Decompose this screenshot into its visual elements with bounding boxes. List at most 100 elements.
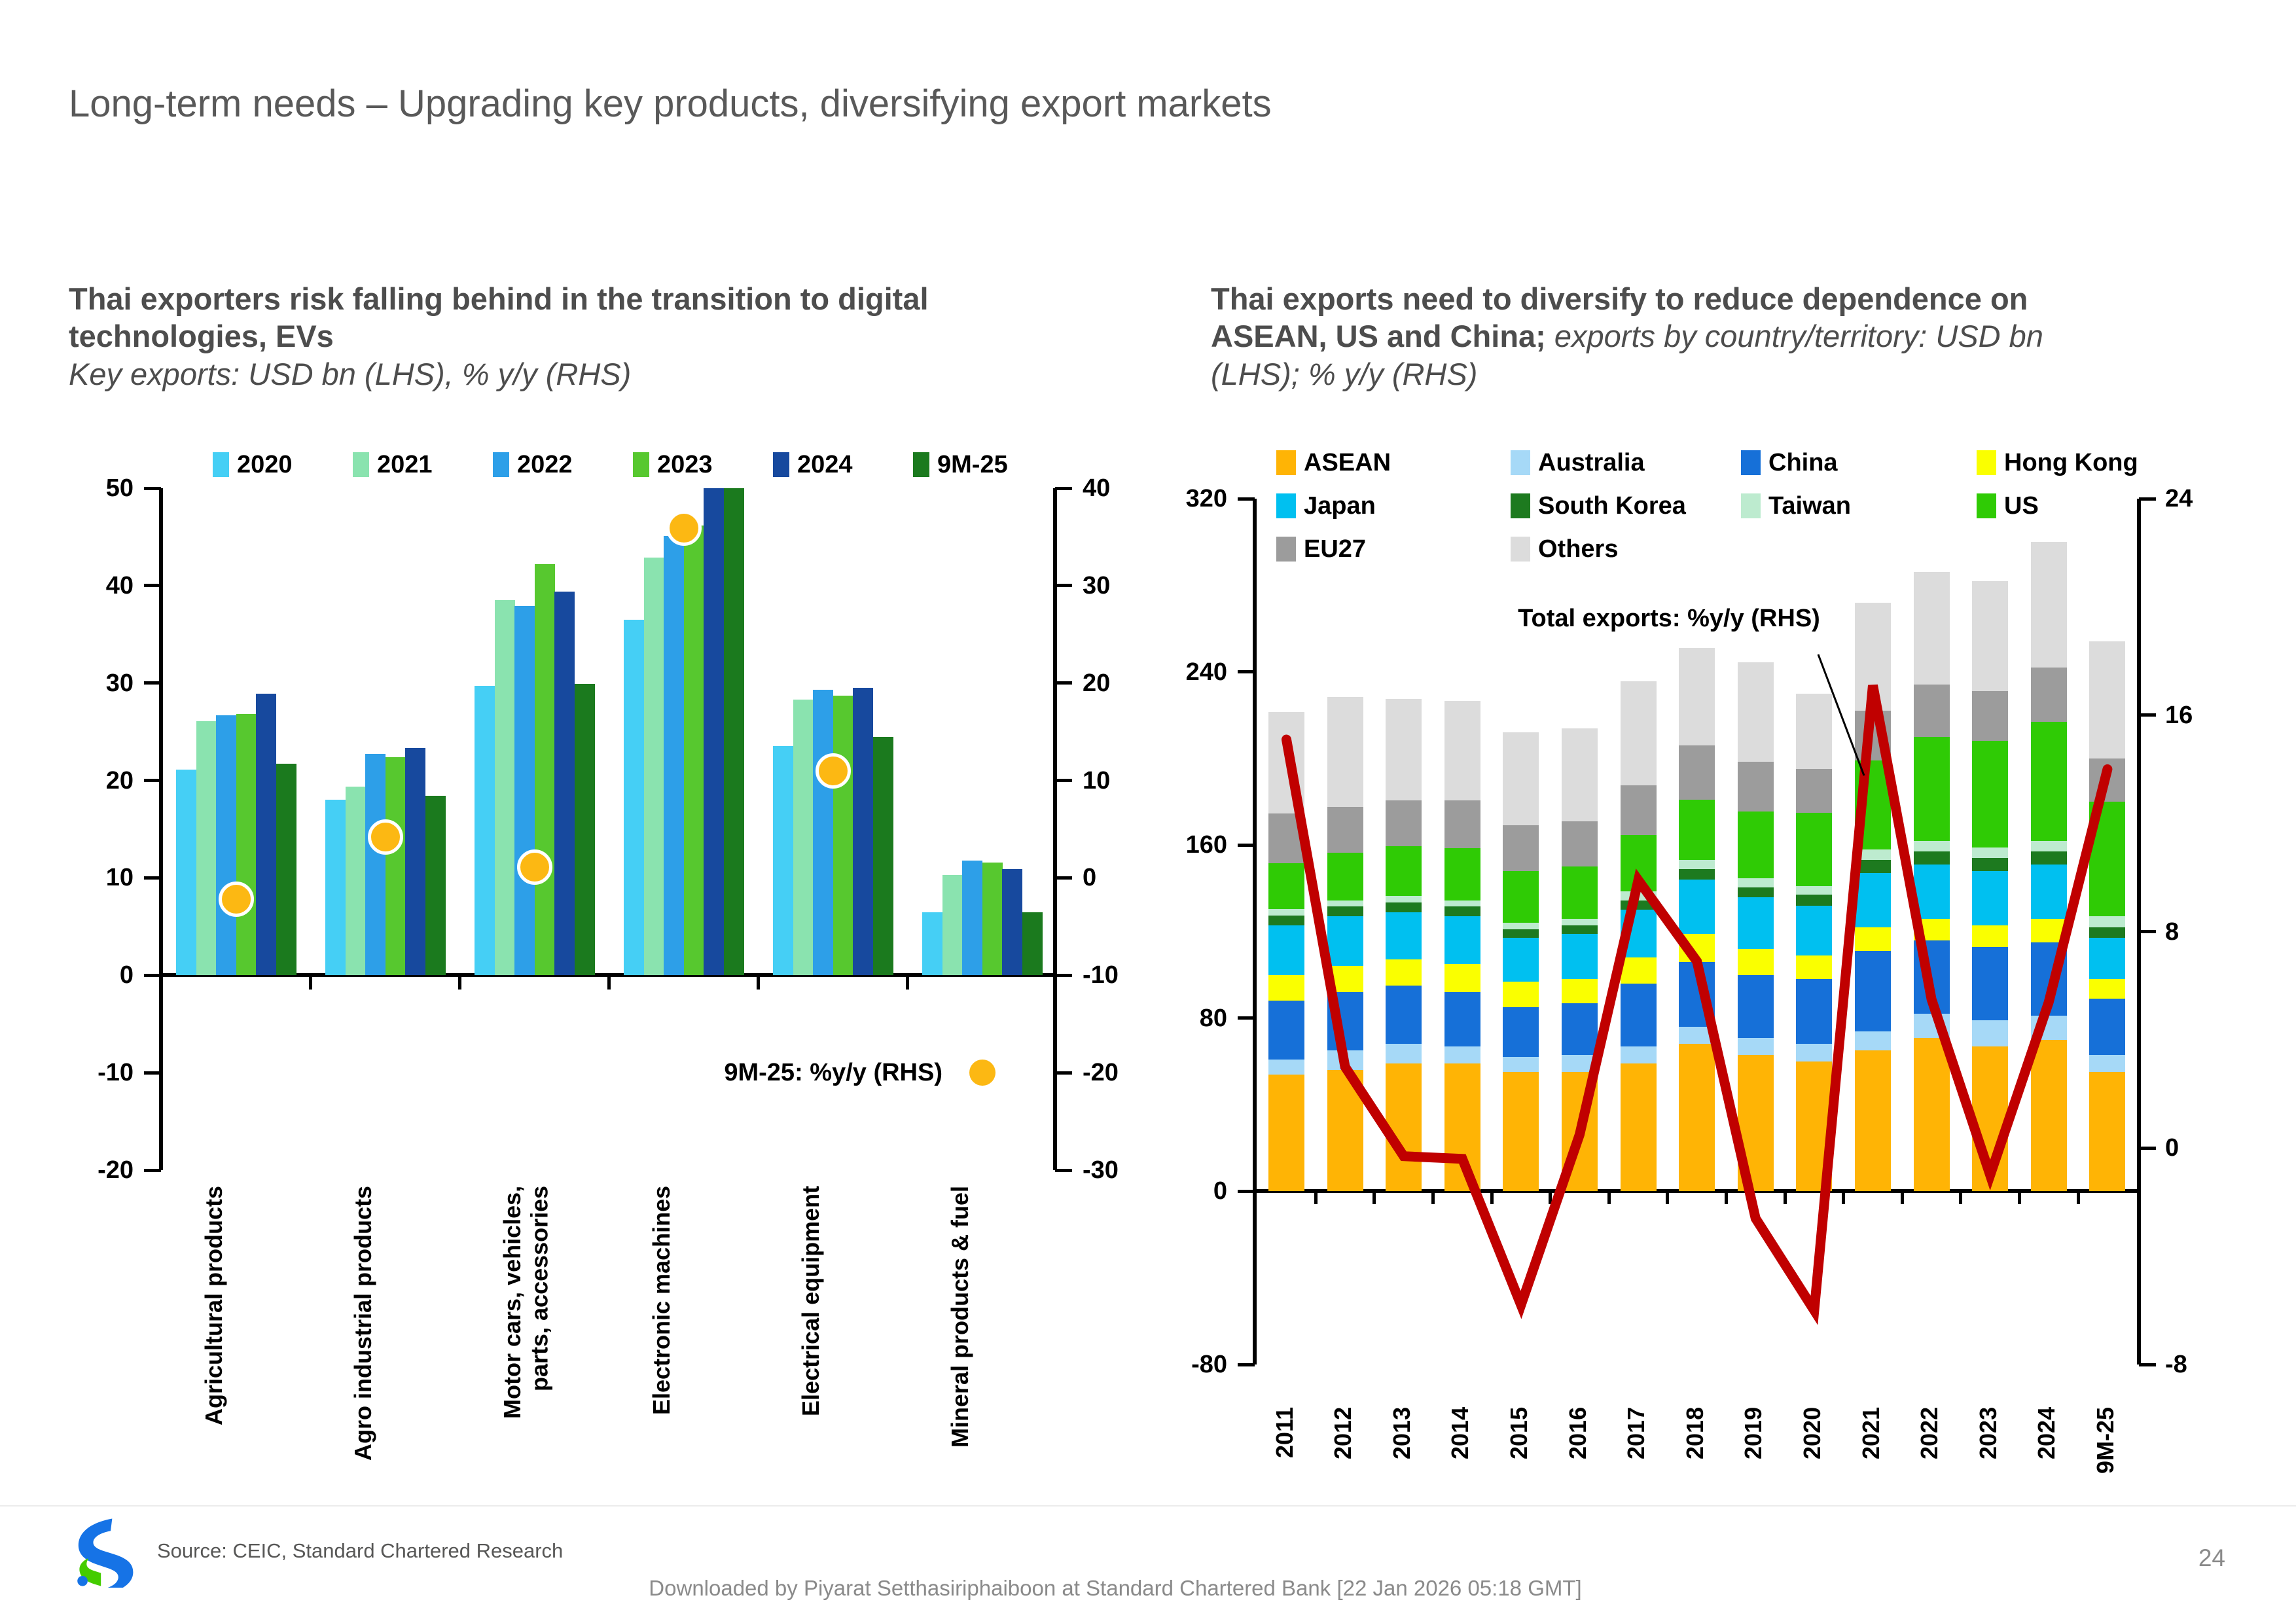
bar-2024-3 xyxy=(704,488,725,976)
lhs-tick xyxy=(144,1168,161,1172)
stack-taiwan-2018 xyxy=(1679,860,1715,869)
legend-swatch-taiwan xyxy=(1741,493,1761,518)
stack-asean-2023 xyxy=(1972,1046,2009,1192)
bar-2020-5 xyxy=(922,912,943,976)
lhs-tick xyxy=(144,1071,161,1075)
x-axis-group-tick xyxy=(905,975,909,990)
lhs-tick-label: 30 xyxy=(105,669,134,697)
year-label-2017: 2017 xyxy=(1623,1407,1650,1460)
left-axis-line xyxy=(1253,499,1257,1364)
legend-swatch-asean xyxy=(1276,450,1296,475)
stack-south-korea-2014 xyxy=(1444,906,1480,917)
lhs-tick-label: 80 xyxy=(1199,1004,1227,1032)
rhs-tick-label: -30 xyxy=(1083,1156,1119,1184)
x-axis-tick xyxy=(2076,1191,2080,1205)
legend-label-south-korea: South Korea xyxy=(1538,492,1686,520)
bar-2023-0 xyxy=(236,714,257,976)
right-chart-heading: Thai exports need to diversify to reduce… xyxy=(1211,280,2081,393)
stack-asean-2021 xyxy=(1855,1050,1891,1192)
stack-hong-kong-2015 xyxy=(1503,981,1539,1008)
stack-eu27-2022 xyxy=(1913,685,1950,737)
stack-us-2023 xyxy=(1972,741,2009,847)
bar-2024-1 xyxy=(405,748,426,976)
lhs-tick-label: -20 xyxy=(98,1156,134,1184)
x-axis-group-tick xyxy=(607,975,611,990)
bar-2022-5 xyxy=(962,860,983,976)
legend-item-2021: 2021 xyxy=(353,452,433,477)
stack-south-korea-2016 xyxy=(1562,925,1598,934)
rhs-tick-label: -20 xyxy=(1083,1059,1119,1087)
bar-9M-25-3 xyxy=(723,488,744,976)
stack-us-2013 xyxy=(1386,846,1422,896)
category-label-3: Electronic machines xyxy=(647,1186,675,1416)
legend-swatch-eu27 xyxy=(1276,537,1296,562)
year-label-2013: 2013 xyxy=(1388,1407,1415,1460)
stack-eu27-2012 xyxy=(1327,807,1363,853)
stack-south-korea-2015 xyxy=(1503,929,1539,938)
stack-australia-2015 xyxy=(1503,1057,1539,1073)
year-label-2018: 2018 xyxy=(1681,1407,1708,1460)
stack-taiwan-2023 xyxy=(1972,847,2009,859)
stack-asean-2012 xyxy=(1327,1070,1363,1192)
legend-label-2020: 2020 xyxy=(237,451,293,478)
bar-9M-25-5 xyxy=(1022,912,1043,976)
lhs-tick-label: 0 xyxy=(1213,1177,1227,1205)
rhs-tick xyxy=(2139,1146,2156,1150)
stack-japan-2019 xyxy=(1737,897,1774,949)
bar-2024-4 xyxy=(853,688,874,976)
left-chart-heading: Thai exporters risk falling behind in th… xyxy=(69,280,1037,393)
x-axis-tick xyxy=(1842,1191,1846,1205)
stack-us-2017 xyxy=(1620,835,1657,892)
bar-9M-25-1 xyxy=(425,796,446,976)
stack-hong-kong-2013 xyxy=(1386,959,1422,986)
right-heading-bold: Thai exports need to diversify to reduce… xyxy=(1211,281,2028,354)
legend-swatch-australia xyxy=(1511,450,1530,475)
stack-taiwan-9M-25 xyxy=(2089,916,2126,927)
stack-others-9M-25 xyxy=(2089,641,2126,758)
legend-swatch-hong-kong xyxy=(1977,450,1996,475)
stack-us-2020 xyxy=(1796,812,1833,887)
stack-eu27-2015 xyxy=(1503,825,1539,871)
stack-japan-2022 xyxy=(1913,864,1950,919)
stack-eu27-2016 xyxy=(1562,821,1598,867)
stack-asean-2017 xyxy=(1620,1063,1657,1192)
bar-2024-5 xyxy=(1002,869,1023,976)
bar-2021-2 xyxy=(494,600,515,976)
bar-2022-0 xyxy=(216,715,237,976)
stack-japan-2014 xyxy=(1444,916,1480,965)
lhs-tick xyxy=(1238,843,1255,847)
rhs-tick-label: 8 xyxy=(2165,918,2179,946)
category-label-2: Motor cars, vehicles, parts, accessories xyxy=(498,1186,552,1419)
stack-south-korea-9M-25 xyxy=(2089,927,2126,938)
lhs-tick-label: 20 xyxy=(105,766,134,794)
stack-eu27-9M-25 xyxy=(2089,758,2126,802)
legend-label-us: US xyxy=(2004,492,2039,520)
stack-china-2016 xyxy=(1562,1003,1598,1056)
bar-2021-3 xyxy=(643,557,664,976)
stack-hong-kong-2017 xyxy=(1620,957,1657,984)
x-axis-tick xyxy=(1783,1191,1787,1205)
stack-hong-kong-9M-25 xyxy=(2089,979,2126,999)
stack-taiwan-2014 xyxy=(1444,900,1480,907)
bar-2024-0 xyxy=(256,694,277,976)
legend-swatch-2024 xyxy=(773,452,789,477)
stack-south-korea-2024 xyxy=(2030,851,2067,865)
legend-swatch-9M-25 xyxy=(913,452,929,477)
stack-taiwan-2020 xyxy=(1796,886,1833,895)
x-axis-tick xyxy=(1666,1191,1670,1205)
stack-others-2018 xyxy=(1679,648,1715,746)
lhs-tick-label: 40 xyxy=(105,571,134,599)
bar-2023-3 xyxy=(683,525,704,976)
stack-eu27-2021 xyxy=(1855,711,1891,761)
stack-asean-2014 xyxy=(1444,1063,1480,1192)
bar-9M-25-0 xyxy=(276,764,296,976)
stack-taiwan-2019 xyxy=(1737,878,1774,887)
stack-south-korea-2011 xyxy=(1268,915,1304,925)
x-axis-tick xyxy=(1372,1191,1376,1205)
bar-2023-1 xyxy=(385,757,406,976)
dot-9m25-yoy-0 xyxy=(218,882,254,918)
stack-asean-2024 xyxy=(2030,1039,2067,1192)
stack-china-2014 xyxy=(1444,992,1480,1046)
stack-others-2020 xyxy=(1796,693,1833,770)
legend-swatch-2020 xyxy=(213,452,229,477)
